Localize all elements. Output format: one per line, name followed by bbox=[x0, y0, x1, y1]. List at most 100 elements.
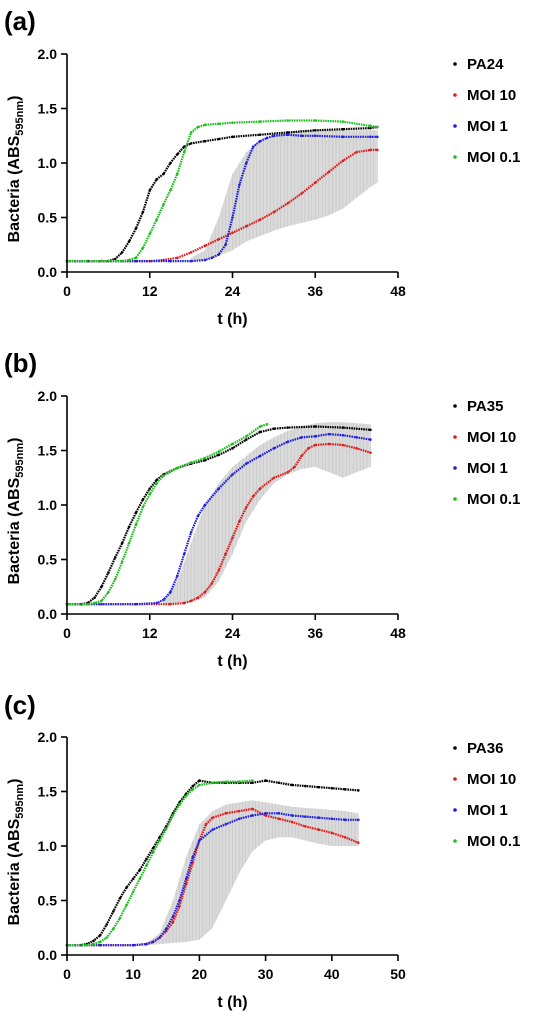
data-point bbox=[277, 781, 281, 785]
data-point bbox=[343, 818, 347, 822]
data-point bbox=[330, 817, 334, 821]
data-point bbox=[217, 487, 221, 490]
series-line-2 bbox=[67, 133, 378, 263]
data-point bbox=[171, 915, 175, 919]
data-point bbox=[376, 148, 379, 152]
legend-label-2: MOI 1 bbox=[467, 802, 508, 819]
data-point bbox=[113, 257, 117, 261]
data-point bbox=[231, 135, 234, 139]
data-point bbox=[176, 152, 179, 156]
data-point bbox=[191, 855, 195, 859]
data-point bbox=[231, 442, 234, 446]
data-point bbox=[178, 899, 181, 902]
data-point bbox=[158, 936, 161, 939]
legend-marker-0 bbox=[453, 404, 457, 408]
data-point bbox=[92, 939, 95, 943]
data-point bbox=[155, 481, 158, 485]
data-point bbox=[189, 530, 193, 534]
data-point bbox=[343, 835, 347, 839]
data-point bbox=[286, 202, 289, 205]
y-tick-label: 2.0 bbox=[38, 46, 58, 62]
data-point bbox=[100, 259, 103, 263]
data-point bbox=[272, 210, 276, 214]
legend-marker-0 bbox=[453, 746, 457, 750]
legend-label-1: MOI 10 bbox=[467, 429, 516, 446]
data-point bbox=[145, 857, 148, 861]
legend-label-1: MOI 10 bbox=[467, 771, 516, 788]
data-point bbox=[264, 779, 267, 782]
data-point bbox=[217, 137, 221, 141]
data-point bbox=[300, 192, 303, 195]
data-point bbox=[100, 599, 103, 603]
data-point bbox=[148, 188, 152, 192]
y-axis-title: Bacteria (ABS595nm) bbox=[6, 779, 26, 926]
data-point bbox=[148, 232, 152, 236]
legend-label-3: MOI 0.1 bbox=[467, 491, 520, 508]
data-point bbox=[376, 135, 379, 139]
panel-label: (b) bbox=[4, 348, 37, 378]
y-tick-label: 1.5 bbox=[38, 101, 58, 117]
data-point bbox=[176, 172, 179, 176]
y-tick-label: 0.5 bbox=[38, 893, 58, 909]
y-axis-title-close: ) bbox=[6, 96, 23, 101]
data-point bbox=[251, 781, 254, 785]
data-point bbox=[286, 426, 289, 429]
data-point bbox=[313, 129, 317, 132]
data-point bbox=[169, 188, 172, 192]
y-axis-title-main: Bacteria (ABS bbox=[6, 477, 23, 584]
data-point bbox=[258, 120, 262, 123]
data-point bbox=[307, 447, 310, 450]
data-point bbox=[356, 841, 360, 845]
data-point bbox=[131, 943, 135, 947]
legend-label-3: MOI 0.1 bbox=[467, 833, 520, 850]
data-point bbox=[224, 552, 227, 556]
data-point bbox=[341, 127, 345, 131]
data-point bbox=[155, 178, 158, 181]
data-point bbox=[217, 450, 221, 453]
series-line-2 bbox=[67, 433, 371, 606]
data-point bbox=[217, 238, 221, 241]
data-point bbox=[86, 602, 89, 606]
data-point bbox=[238, 183, 241, 187]
data-point bbox=[211, 816, 214, 819]
data-point bbox=[330, 786, 334, 790]
data-point bbox=[85, 943, 89, 947]
data-point bbox=[317, 828, 320, 831]
data-point bbox=[113, 556, 117, 559]
legend-marker-2 bbox=[453, 124, 457, 128]
data-point bbox=[100, 585, 103, 589]
data-point bbox=[293, 465, 296, 469]
data-point bbox=[258, 133, 262, 136]
data-point bbox=[369, 428, 372, 432]
data-point bbox=[264, 812, 267, 815]
data-point bbox=[341, 433, 345, 437]
x-tick-label: 48 bbox=[390, 283, 406, 299]
data-point bbox=[286, 471, 289, 474]
y-tick-label: 1.5 bbox=[38, 443, 58, 459]
data-point bbox=[286, 133, 289, 136]
data-point bbox=[341, 443, 345, 447]
y-axis-title: Bacteria (ABS595nm) bbox=[6, 96, 26, 243]
data-point bbox=[231, 447, 234, 450]
data-point bbox=[127, 240, 131, 243]
data-point bbox=[134, 523, 138, 526]
data-point bbox=[343, 788, 347, 791]
data-point bbox=[162, 203, 165, 206]
x-tick-label: 40 bbox=[324, 966, 340, 982]
y-axis-title-main: Bacteria (ABS bbox=[6, 135, 23, 242]
data-point bbox=[244, 435, 248, 438]
data-point bbox=[231, 231, 234, 235]
data-point bbox=[141, 210, 145, 214]
data-point bbox=[341, 120, 345, 123]
data-point bbox=[198, 779, 201, 782]
data-point bbox=[251, 145, 255, 148]
data-point bbox=[231, 536, 234, 539]
data-point bbox=[251, 494, 255, 498]
data-point bbox=[141, 246, 145, 250]
data-point bbox=[171, 921, 175, 924]
data-point bbox=[203, 258, 207, 262]
data-point bbox=[182, 601, 186, 605]
data-point bbox=[231, 473, 234, 476]
data-point bbox=[118, 916, 122, 920]
